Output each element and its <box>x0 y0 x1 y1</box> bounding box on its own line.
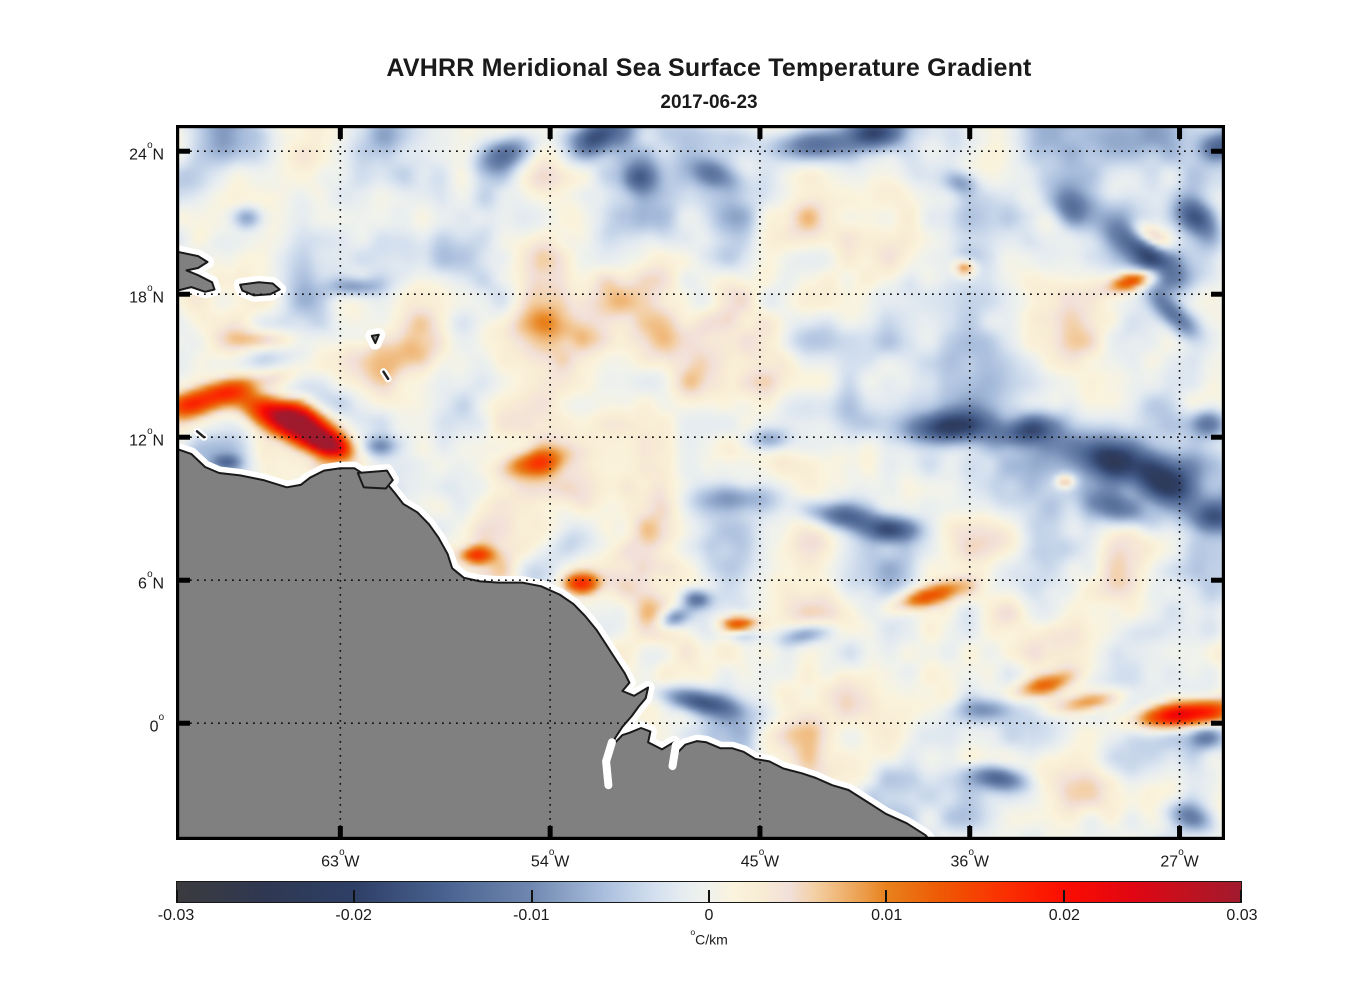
colorbar-tick-mark <box>1062 890 1065 902</box>
colorbar-tick-label: -0.03 <box>157 907 195 924</box>
small-island <box>382 370 390 381</box>
axis-tick <box>1177 125 1183 139</box>
axis-tick <box>1211 434 1225 440</box>
x-tick-label-45w: 45oW <box>740 847 780 871</box>
axis-tick <box>1211 720 1225 726</box>
landmass <box>239 281 281 297</box>
axis-tick <box>967 826 973 840</box>
axis-tick <box>1211 291 1225 297</box>
axis-tick <box>1211 148 1225 154</box>
axis-tick <box>547 125 553 139</box>
x-tick-label-54w: 54oW <box>530 847 570 871</box>
landmass <box>176 250 216 293</box>
axis-tick <box>176 577 190 583</box>
map-plot-area <box>176 125 1225 840</box>
colorbar-tick-mark <box>530 890 533 902</box>
axis-tick <box>176 148 190 154</box>
small-island <box>195 430 206 439</box>
landmass <box>370 333 380 345</box>
landmass <box>176 447 931 840</box>
chart-title: AVHRR Meridional Sea Surface Temperature… <box>386 54 1032 82</box>
y-tick-label-24: 24oN <box>129 140 164 164</box>
plot-frame <box>176 125 1225 840</box>
axis-tick <box>967 125 973 139</box>
colorbar-tick-label: 0.03 <box>1226 907 1258 924</box>
river-channel <box>602 738 616 790</box>
axis-tick <box>547 826 553 840</box>
x-tick-label-63w: 63oW <box>321 847 360 871</box>
colorbar-unit-label: oC/km <box>690 926 728 948</box>
x-tick-label-36w: 36oW <box>950 847 989 871</box>
y-tick-label-0: 0o <box>149 712 165 736</box>
colorbar-tick-mark <box>708 890 710 902</box>
axis-tick <box>176 434 190 440</box>
axis-tick <box>176 720 190 726</box>
colorbar-tick-label: -0.01 <box>513 907 550 924</box>
axis-tick <box>757 125 763 139</box>
map-overlay <box>176 125 1225 840</box>
axis-tick <box>337 826 343 840</box>
colorbar-tick-mark <box>353 890 356 902</box>
colorbar-tick-mark <box>885 890 888 902</box>
landmass <box>356 469 394 490</box>
axis-tick <box>757 826 763 840</box>
y-tick-label-6: 6oN <box>138 569 164 593</box>
y-tick-label-18: 18oN <box>129 283 164 307</box>
x-tick-label-27w: 27oW <box>1160 847 1199 871</box>
colorbar-tick-mark <box>176 890 178 902</box>
axis-tick <box>176 291 190 297</box>
colorbar-tick-label: 0.02 <box>1048 907 1080 924</box>
chart-date-subtitle: 2017-06-23 <box>660 92 758 113</box>
axis-tick <box>337 125 343 139</box>
colorbar-tick-mark <box>1240 890 1242 902</box>
colorbar-tick-label: 0 <box>704 907 714 924</box>
river-channel <box>668 740 680 771</box>
colorbar-tick-label: -0.02 <box>335 907 372 924</box>
colorbar-tick-label: 0.01 <box>871 907 903 924</box>
y-tick-label-12: 12oN <box>129 426 164 450</box>
colorbar <box>176 881 1242 903</box>
axis-tick <box>1177 826 1183 840</box>
axis-tick <box>1211 577 1225 583</box>
